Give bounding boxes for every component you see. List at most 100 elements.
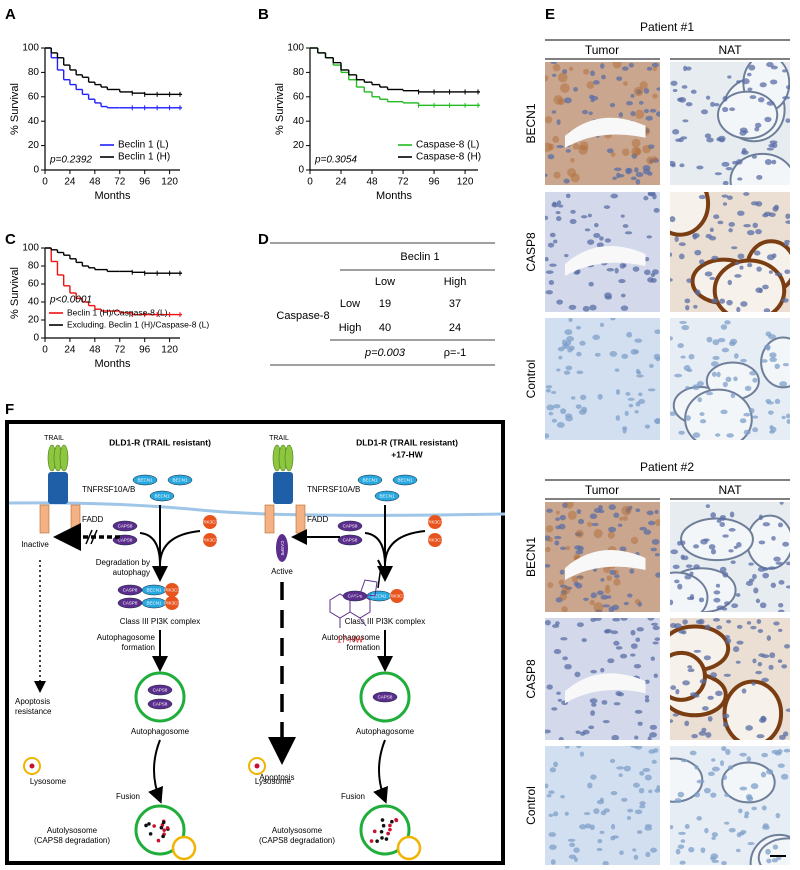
nucleus xyxy=(764,116,772,123)
column-header: Tumor xyxy=(585,43,619,57)
nucleus xyxy=(712,355,720,360)
nucleus xyxy=(681,555,689,561)
nucleus xyxy=(549,263,557,267)
nucleus xyxy=(670,252,673,257)
nucleus xyxy=(681,85,688,89)
nucleus xyxy=(613,167,622,172)
nucleus xyxy=(611,604,620,611)
x-tick-label: 48 xyxy=(366,177,378,188)
nucleus xyxy=(608,504,616,511)
nucleus xyxy=(725,638,732,644)
x-axis-label: Months xyxy=(94,358,131,370)
nucleus xyxy=(747,842,755,846)
nucleus xyxy=(588,111,593,116)
nucleus xyxy=(778,603,784,608)
nucleus xyxy=(678,831,686,835)
nucleus xyxy=(635,637,641,643)
fragment xyxy=(162,828,166,832)
nucleus xyxy=(711,371,717,377)
fragment xyxy=(147,822,151,826)
nucleus xyxy=(553,761,558,768)
nucleus xyxy=(550,62,557,65)
stain xyxy=(568,66,574,71)
nucleus xyxy=(709,227,714,233)
nucleus xyxy=(582,305,590,312)
molecule xyxy=(392,474,418,486)
nucleus xyxy=(675,848,681,855)
molecule xyxy=(147,684,173,696)
fragment xyxy=(388,827,392,832)
nucleus xyxy=(757,97,765,103)
nucleus xyxy=(626,331,633,338)
nucleus xyxy=(713,214,720,220)
nucleus xyxy=(734,261,739,266)
nucleus xyxy=(736,306,741,312)
nucleus xyxy=(752,222,758,229)
nucleus xyxy=(711,766,720,772)
column-header: NAT xyxy=(718,43,742,57)
nucleus xyxy=(762,522,771,527)
nucleus xyxy=(611,734,620,740)
nucleus xyxy=(744,385,752,392)
nucleus xyxy=(560,637,568,641)
nucleus xyxy=(756,174,763,180)
nucleus xyxy=(674,579,680,584)
nucleus xyxy=(678,630,685,634)
nucleus xyxy=(721,347,730,353)
stain xyxy=(631,138,641,148)
nucleus xyxy=(545,270,554,274)
stain xyxy=(578,145,588,155)
nucleus xyxy=(563,370,571,375)
nucleus xyxy=(769,140,778,145)
nucleus xyxy=(778,628,783,633)
nucleus xyxy=(707,695,714,700)
nucleus xyxy=(739,418,747,424)
stain xyxy=(593,602,604,612)
y-axis-label: % Survival xyxy=(9,83,21,135)
nucleus xyxy=(723,673,731,677)
nucleus xyxy=(755,670,763,675)
nucleus xyxy=(635,178,641,185)
nucleus xyxy=(630,176,637,181)
nucleus xyxy=(692,384,700,391)
stain xyxy=(570,157,575,163)
stain xyxy=(607,531,615,539)
gland xyxy=(684,388,753,440)
nucleus xyxy=(701,727,707,733)
step-label: Degradation by xyxy=(96,558,150,567)
stain xyxy=(547,537,553,543)
column-header: Low xyxy=(375,276,395,288)
nucleus xyxy=(679,320,687,324)
nucleus xyxy=(741,688,747,694)
stain xyxy=(570,173,580,183)
adaptor-label: FADD xyxy=(307,515,329,524)
state-label: Active xyxy=(271,567,293,576)
trail-ligand xyxy=(59,444,69,472)
nucleus xyxy=(739,265,744,270)
nucleus xyxy=(599,830,605,835)
table-cell: 40 xyxy=(379,322,391,334)
nucleus xyxy=(724,821,730,825)
nucleus xyxy=(565,365,573,371)
nucleus xyxy=(655,111,660,117)
nucleus xyxy=(645,851,651,858)
nucleus xyxy=(606,267,615,272)
nucleus xyxy=(555,621,560,626)
nucleus xyxy=(557,204,564,208)
nucleus xyxy=(582,729,590,735)
nucleus xyxy=(726,433,734,438)
nucleus xyxy=(717,337,726,343)
nucleus xyxy=(547,242,555,248)
stain xyxy=(593,528,603,539)
nucleus xyxy=(707,771,715,777)
arrow xyxy=(148,739,163,804)
molecule-label: CAPS8 xyxy=(153,702,168,707)
nucleus xyxy=(699,679,707,684)
nucleus xyxy=(708,544,716,550)
nucleus xyxy=(575,550,584,555)
nucleus xyxy=(699,412,705,417)
nucleus xyxy=(593,80,600,85)
autophagosome xyxy=(134,671,186,723)
nucleus xyxy=(702,706,709,711)
nucleus xyxy=(647,388,656,392)
